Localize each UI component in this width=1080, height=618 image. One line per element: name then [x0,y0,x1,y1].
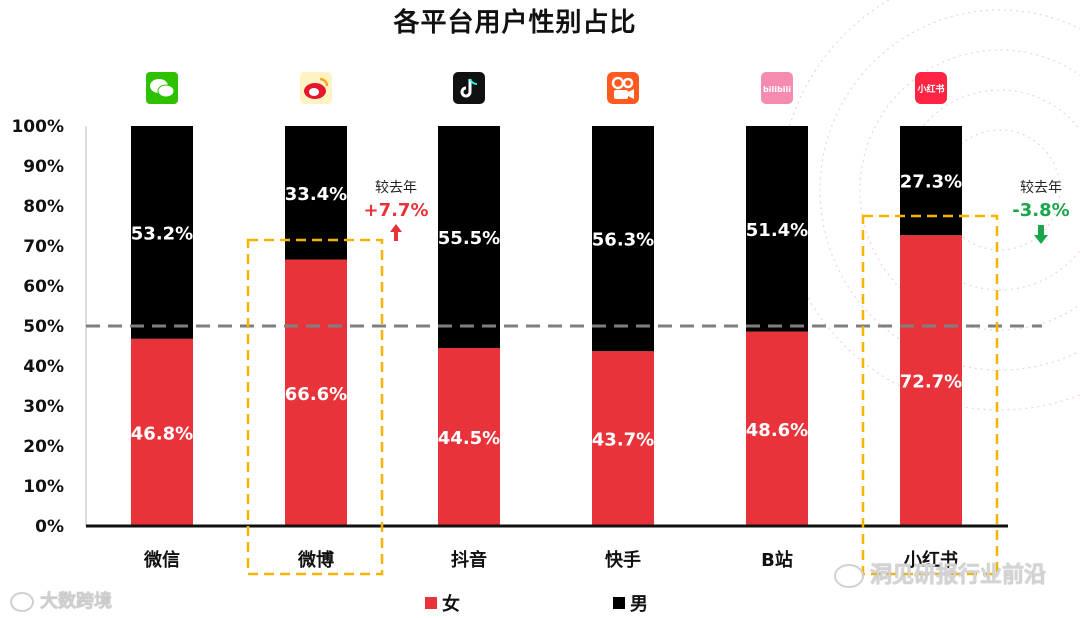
bar-male [438,126,500,348]
bar-male [285,126,347,260]
kuaishou-icon [607,72,639,104]
data-label-female: 44.5% [438,428,500,449]
annotation-label: 较去年 [375,180,417,196]
legend-female-label: 女 [442,594,460,615]
weibo-eye [309,88,319,96]
bilibili-text: bilibili [763,85,791,94]
logo-watermark-icon [10,592,34,612]
bar-female [131,338,193,526]
annotation-value: +7.7% [363,200,428,221]
data-label-female: 43.7% [592,430,654,451]
douyin-note-accent [469,78,478,85]
y-tick-label: 0% [35,517,64,537]
bar-male [746,126,808,332]
highlight-box [246,238,384,576]
y-tick-label: 50% [23,317,64,337]
kuaishou-camera [614,90,628,99]
xiaohongshu-text: 小红书 [916,83,944,95]
category-label: 快手 [605,549,641,571]
y-tick-label: 20% [23,437,64,457]
arrow-up-icon [390,224,402,241]
kuaishou-circle-b [622,77,634,89]
decor-ring [819,9,1080,371]
data-label-male: 33.4% [285,184,347,205]
weibo-icon [300,72,332,104]
wechat-bubble-small [157,84,175,98]
watermark-right-text: 洞见研报行业前沿 [869,563,1046,588]
legend-male-swatch [613,597,625,609]
y-tick-label: 100% [11,117,64,137]
category-label: 微博 [297,549,334,571]
wechat-watermark-icon [833,564,864,588]
category-label: 小红书 [904,549,958,571]
y-tick-label: 60% [23,277,64,297]
data-label-female: 66.6% [285,384,347,405]
weibo-wave [319,77,329,87]
y-tick-label: 40% [23,357,64,377]
annotation-value: -3.8% [1012,200,1069,221]
annotation-label: 较去年 [1020,180,1062,196]
xiaohongshu-icon: 小红书 [915,72,947,104]
xiaohongshu-icon-bg [915,72,947,104]
legend-male: 男 [613,590,648,616]
watermark-left-text: 大数跨境 [40,591,112,612]
legend-female: 女 [425,590,460,616]
y-tick-label: 80% [23,197,64,217]
data-label-male: 53.2% [131,223,193,244]
data-label-male: 27.3% [900,172,962,193]
decor-ring [939,129,1061,251]
y-tick-label: 70% [23,237,64,257]
legend-female-swatch [425,597,437,609]
kuaishou-lens [628,89,634,99]
highlight-box [861,214,999,576]
data-label-female: 48.6% [746,420,808,441]
wechat-icon [146,72,178,104]
y-tick-label: 30% [23,397,64,417]
kuaishou-icon-bg [607,72,639,104]
data-label-male: 55.5% [438,228,500,249]
category-label: 微信 [143,549,180,571]
data-label-male: 56.3% [592,230,654,251]
watermark-left: 大数跨境 [10,587,112,613]
data-label-male: 51.4% [746,220,808,241]
douyin-icon [453,72,485,104]
y-tick-label: 90% [23,157,64,177]
bilibili-icon-bg [761,72,793,104]
bar-female [438,348,500,526]
watermark-right: 洞见研报行业前沿 [833,557,1046,589]
data-label-female: 46.8% [131,423,193,444]
legend-male-label: 男 [630,594,648,615]
data-label-female: 72.7% [900,372,962,393]
bar-female [900,235,962,526]
bar-female [285,259,347,526]
category-label: 抖音 [451,549,487,571]
douyin-note [460,79,472,98]
y-tick-label: 10% [23,477,64,497]
arrow-down-icon [1034,225,1048,244]
bar-male [131,126,193,339]
decor-ring [859,49,1080,331]
bar-female [592,351,654,526]
chart-title: 各平台用户性别占比 [393,8,637,38]
bar-male [592,126,654,352]
bar-female [746,331,808,526]
bilibili-icon: bilibili [761,72,793,104]
category-label: B站 [761,549,793,571]
